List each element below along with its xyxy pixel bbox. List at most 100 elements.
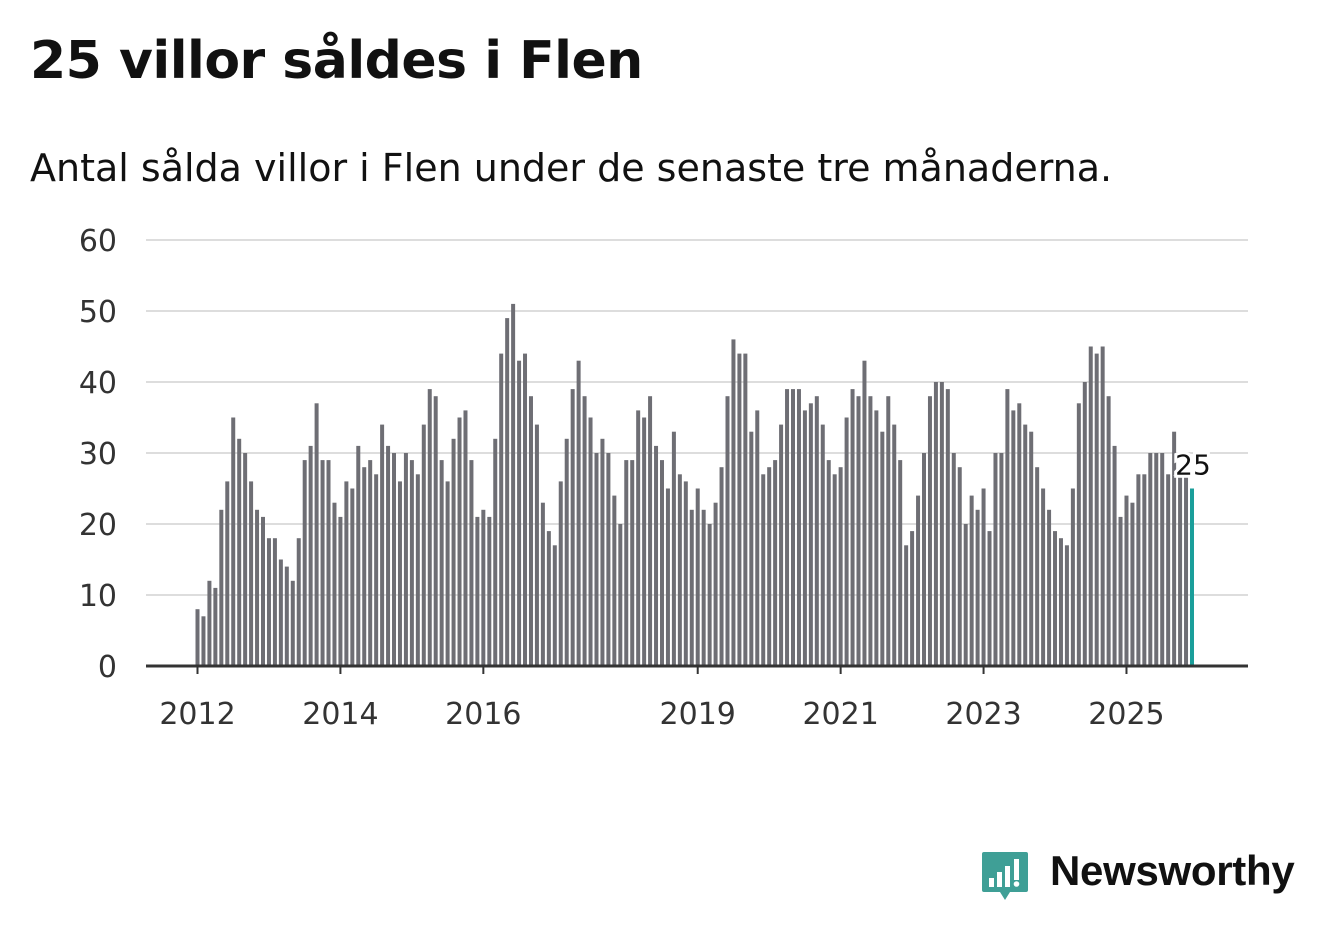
bar — [683, 481, 688, 666]
bar — [606, 453, 611, 666]
bar — [636, 410, 641, 666]
bar — [701, 509, 706, 666]
bar — [439, 460, 444, 666]
bar — [1058, 538, 1063, 666]
bar — [618, 524, 623, 666]
bar — [392, 453, 397, 666]
bar — [671, 431, 676, 666]
bar — [927, 396, 932, 666]
bar — [243, 453, 248, 666]
bar — [1118, 516, 1123, 666]
bar — [832, 474, 837, 666]
bar — [844, 417, 849, 666]
y-tick-label: 50 — [79, 295, 117, 330]
x-tick-label: 2016 — [445, 697, 521, 732]
bar — [677, 474, 682, 666]
bar — [475, 516, 480, 666]
newsworthy-logo: Newsworthy — [980, 846, 1300, 910]
bar — [225, 481, 230, 666]
bar — [612, 495, 617, 666]
bar — [737, 353, 742, 666]
bar — [695, 488, 700, 666]
bar — [326, 460, 331, 666]
bar — [779, 424, 784, 666]
bar — [880, 431, 885, 666]
bar — [1035, 467, 1040, 666]
last-value-label: 25 — [1175, 449, 1211, 482]
bar — [665, 488, 670, 666]
bar — [493, 438, 498, 666]
bar — [630, 460, 635, 666]
bar — [528, 396, 533, 666]
bar — [993, 453, 998, 666]
bar — [719, 467, 724, 666]
bar — [350, 488, 355, 666]
bar — [380, 424, 385, 666]
bar — [546, 531, 551, 666]
bar — [1017, 403, 1022, 666]
bar — [1011, 410, 1016, 666]
bar — [1112, 445, 1117, 666]
x-axis-labels: 2012 2014 2016 2019 2021 2023 2025 — [159, 697, 1164, 732]
bar — [743, 353, 748, 666]
bar — [689, 509, 694, 666]
bar — [207, 580, 212, 666]
bar — [296, 538, 301, 666]
bar — [1088, 346, 1093, 666]
bar — [338, 516, 343, 666]
bar — [505, 318, 510, 666]
bar — [838, 467, 843, 666]
bar — [344, 481, 349, 666]
bar — [1178, 474, 1183, 666]
bar — [814, 396, 819, 666]
bar — [481, 509, 486, 666]
bar — [1041, 488, 1046, 666]
bar — [796, 389, 801, 666]
x-tick-label: 2025 — [1088, 697, 1164, 732]
bar — [278, 559, 283, 666]
y-axis-labels: 0 10 20 30 40 50 60 — [79, 224, 117, 685]
bar — [659, 460, 664, 666]
annotations: 25 — [1172, 446, 1214, 485]
bar — [1029, 431, 1034, 666]
bar — [981, 488, 986, 666]
bar — [725, 396, 730, 666]
bar — [892, 424, 897, 666]
bar — [886, 396, 891, 666]
x-tick-label: 2023 — [945, 697, 1021, 732]
bar — [999, 453, 1004, 666]
bar — [933, 382, 938, 666]
bar-highlighted — [1189, 488, 1194, 666]
bar — [791, 389, 795, 666]
bar — [582, 396, 587, 666]
bar — [1053, 531, 1058, 666]
bar — [272, 538, 277, 666]
y-tick-label: 40 — [79, 366, 117, 401]
bar — [850, 389, 855, 666]
bar — [874, 410, 879, 666]
bar — [648, 396, 653, 666]
bar — [332, 502, 337, 666]
bar — [415, 474, 420, 666]
bar — [654, 445, 659, 666]
bar — [409, 460, 414, 666]
bar — [564, 438, 569, 666]
x-tick-label: 2014 — [302, 697, 378, 732]
x-tick-label: 2019 — [660, 697, 736, 732]
bar — [785, 389, 790, 666]
bar — [534, 424, 539, 666]
bar — [707, 524, 712, 666]
bar — [266, 538, 271, 666]
bar — [421, 424, 426, 666]
bar — [368, 460, 373, 666]
bar — [1047, 509, 1052, 666]
bar — [868, 396, 873, 666]
bar — [600, 438, 605, 666]
bar — [499, 353, 504, 666]
bar — [451, 438, 456, 666]
bar — [552, 545, 557, 666]
bar — [511, 303, 516, 666]
bar — [308, 445, 313, 666]
bar — [487, 516, 492, 666]
